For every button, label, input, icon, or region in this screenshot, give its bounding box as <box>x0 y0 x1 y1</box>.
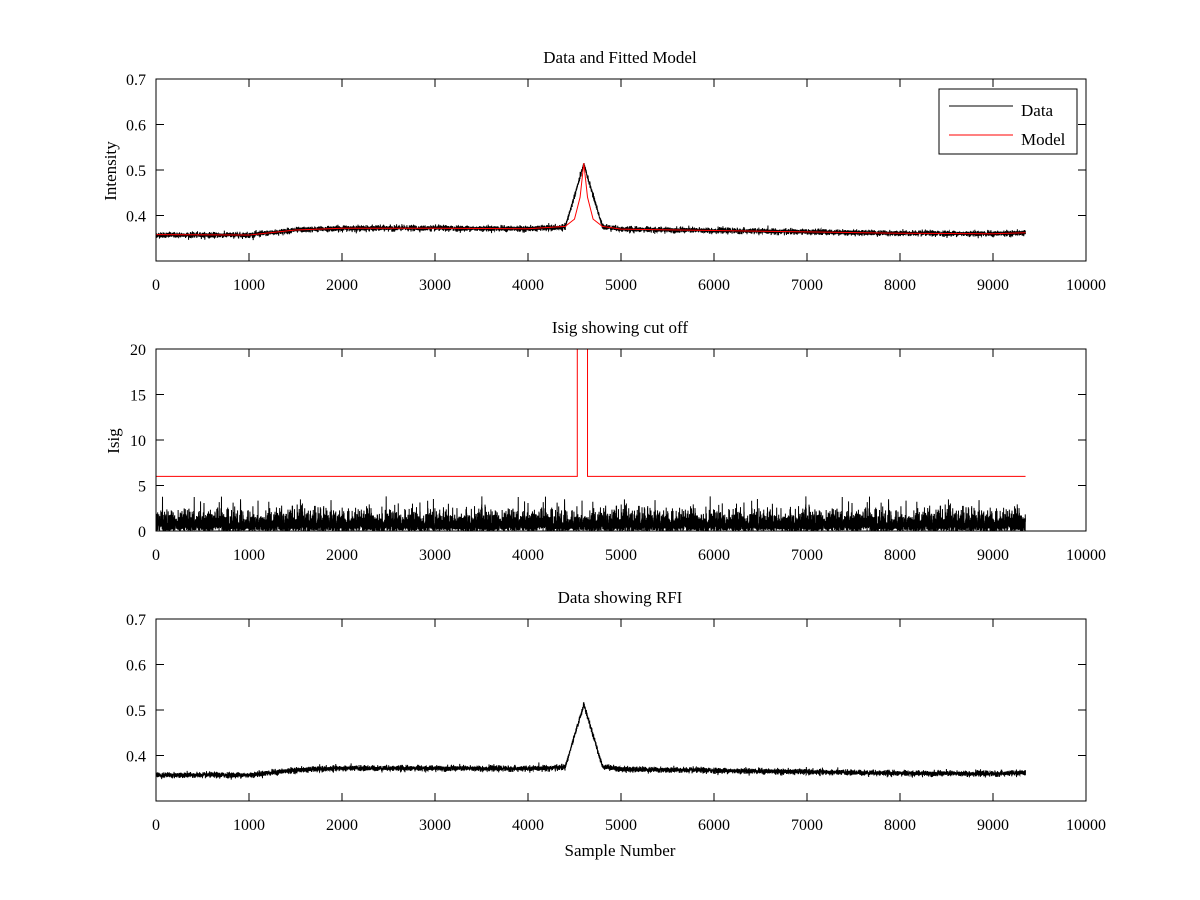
legend-box <box>938 88 1078 155</box>
x-tick-label: 1000 <box>233 277 265 294</box>
x-tick-label: 1000 <box>233 817 265 834</box>
x-tick-label: 9000 <box>977 277 1009 294</box>
x-tick-label: 3000 <box>419 277 451 294</box>
x-tick-label: 5000 <box>605 277 637 294</box>
y-tick-label: 0.4 <box>126 749 146 766</box>
series-line-1 <box>156 349 1026 477</box>
series-line-0 <box>156 496 1026 531</box>
x-tick-label: 1000 <box>233 547 265 564</box>
x-tick-label: 4000 <box>512 547 544 564</box>
x-tick-label: 6000 <box>698 817 730 834</box>
x-tick-label: 5000 <box>605 817 637 834</box>
chart-title: Isig showing cut off <box>552 318 688 337</box>
y-tick-label: 0.7 <box>126 612 146 629</box>
x-tick-label: 2000 <box>326 277 358 294</box>
y-tick-label: 0 <box>138 524 146 541</box>
y-tick-label: 20 <box>130 342 146 359</box>
y-tick-label: 15 <box>130 388 146 405</box>
x-tick-label: 8000 <box>884 817 916 834</box>
y-tick-label: 0.6 <box>126 118 146 135</box>
x-tick-label: 6000 <box>698 547 730 564</box>
x-tick-label: 9000 <box>977 817 1009 834</box>
x-tick-label: 0 <box>152 547 160 564</box>
x-tick-label: 4000 <box>512 817 544 834</box>
panel-isig-cutoff: Isig showing cut off Isig 0 1000 2000 3000 4… <box>104 318 1106 564</box>
panel-data-and-model: Data and Fitted Model Intensity 0 1000 200… <box>101 48 1106 294</box>
y-axis-label: Isig <box>104 428 123 454</box>
panel-data-showing-rfi: Data showing RFI Sample Number 0 1000 2000… <box>126 588 1106 860</box>
plot-area: 0 1000 2000 3000 4000 5000 6000 7000 8000 9000 100… <box>130 342 1106 564</box>
x-tick-label: 0 <box>152 817 160 834</box>
series-line-0 <box>156 701 1026 780</box>
x-tick-label: 7000 <box>791 547 823 564</box>
y-tick-label: 0.4 <box>126 209 146 226</box>
y-tick-label: 5 <box>138 479 146 496</box>
x-tick-label: 8000 <box>884 277 916 294</box>
x-tick-label: 3000 <box>419 547 451 564</box>
x-tick-label: 0 <box>152 277 160 294</box>
y-axis-label: Intensity <box>101 141 120 201</box>
y-tick-label: 0.6 <box>126 658 146 675</box>
x-tick-label: 4000 <box>512 277 544 294</box>
plot-area: 0 1000 2000 3000 4000 5000 6000 7000 8000 9000 100… <box>126 72 1106 294</box>
series-line-model <box>156 163 1026 236</box>
legend-entry-data: Data <box>1021 101 1054 120</box>
x-tick-label: 8000 <box>884 547 916 564</box>
x-tick-label: 10000 <box>1066 547 1106 564</box>
x-tick-label: 2000 <box>326 547 358 564</box>
x-tick-label: 2000 <box>326 817 358 834</box>
legend-entry-model: Model <box>1021 130 1066 149</box>
x-tick-label: 7000 <box>791 817 823 834</box>
x-tick-label: 9000 <box>977 547 1009 564</box>
y-tick-label: 0.5 <box>126 163 146 180</box>
chart-title: Data showing RFI <box>558 588 683 607</box>
y-tick-label: 0.5 <box>126 703 146 720</box>
plot-area: 0 1000 2000 3000 4000 5000 6000 7000 8000 9000 100… <box>126 612 1106 834</box>
y-tick-label: 10 <box>130 433 146 450</box>
chart-title: Data and Fitted Model <box>543 48 697 67</box>
x-tick-label: 3000 <box>419 817 451 834</box>
y-tick-label: 0.7 <box>126 72 146 89</box>
x-tick-label: 10000 <box>1066 817 1106 834</box>
x-tick-label: 5000 <box>605 547 637 564</box>
x-tick-label: 10000 <box>1066 277 1106 294</box>
legend: Data Model <box>938 88 1078 155</box>
x-tick-label: 7000 <box>791 277 823 294</box>
x-axis-label: Sample Number <box>565 841 676 860</box>
x-tick-label: 6000 <box>698 277 730 294</box>
